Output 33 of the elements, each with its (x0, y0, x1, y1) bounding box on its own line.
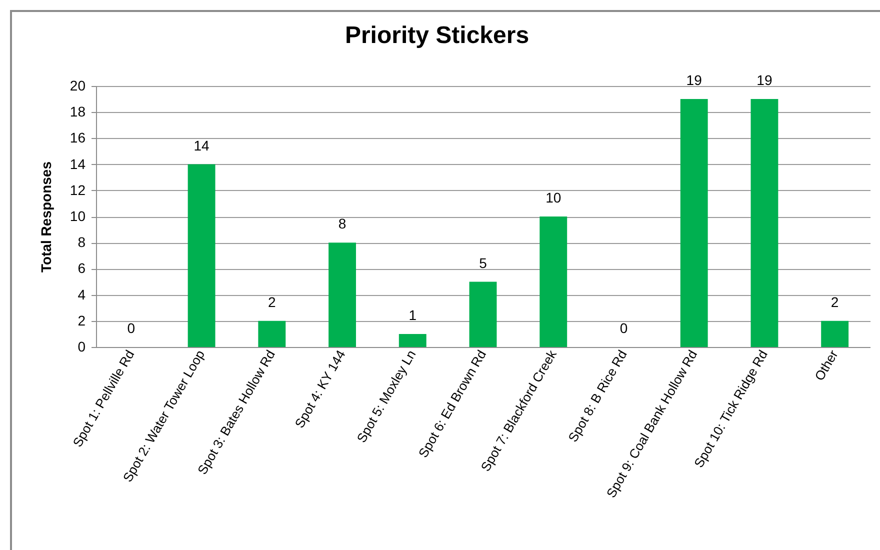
data-label: 14 (194, 137, 210, 154)
data-label: 10 (546, 190, 562, 206)
bar (680, 99, 708, 347)
bar (258, 320, 286, 347)
y-axis-title: Total Responses (38, 161, 54, 272)
y-tick-label: 2 (78, 312, 86, 328)
data-label: 5 (479, 254, 488, 271)
data-label: 1 (408, 306, 417, 323)
bar (540, 216, 568, 347)
data-label: 0 (620, 320, 628, 336)
data-label: 0 (127, 320, 136, 336)
y-tick-label: 18 (70, 104, 86, 120)
bar (469, 282, 497, 347)
y-tick-label: 0 (78, 338, 86, 354)
y-tick-label: 12 (70, 182, 86, 198)
bar (188, 164, 216, 347)
bar (821, 320, 849, 347)
y-tick-label: 8 (78, 234, 86, 250)
bar (750, 99, 778, 347)
data-label: 8 (338, 216, 346, 232)
y-tick-label: 20 (70, 78, 86, 94)
bar (398, 334, 426, 347)
y-tick-label: 6 (78, 260, 86, 276)
y-tick-label: 4 (78, 286, 86, 302)
bar (328, 242, 356, 347)
data-label: 2 (830, 294, 839, 310)
y-tick-label: 14 (70, 156, 86, 172)
y-tick-label: 10 (70, 208, 86, 224)
chart-title: Priority Stickers (344, 22, 530, 50)
data-label: 2 (268, 294, 276, 310)
data-label: 19 (756, 72, 772, 88)
y-tick-label: 16 (70, 130, 86, 146)
data-label: 19 (686, 72, 702, 88)
